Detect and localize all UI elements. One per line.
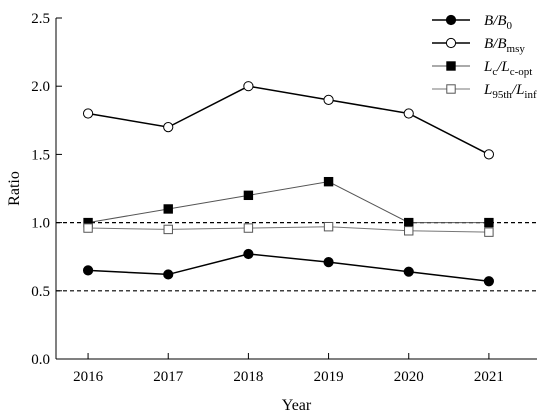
legend-label-b_b0: B/B0: [484, 13, 513, 32]
y-tick-label: 0.0: [31, 352, 50, 368]
data-point-l95_linf: [404, 226, 414, 236]
y-tick-label: 1.5: [31, 147, 50, 163]
x-tick-label: 2021: [474, 369, 504, 385]
legend-label-b_bmsy: B/Bmsy: [484, 36, 525, 55]
x-axis-title: Year: [282, 397, 312, 414]
y-tick-label: 2.0: [31, 79, 50, 95]
data-point-lc_lcopt: [323, 176, 334, 187]
series-line-b_bmsy: [87, 85, 490, 156]
data-point-lc_lcopt: [243, 190, 254, 201]
data-point-l95_linf: [163, 224, 173, 235]
legend: B/B0 B/Bmsy Lc/Lc-opt L95th/Linf: [432, 13, 537, 101]
data-point-l95_linf: [243, 223, 254, 233]
x-tick-label: 2018: [233, 369, 263, 385]
legend-marker-lc_lcopt: [446, 61, 456, 71]
data-point-b_bmsy: [323, 94, 334, 105]
x-tick-label: 2019: [314, 369, 344, 385]
legend-marker-l95_linf: [446, 84, 456, 94]
data-point-b_b0: [82, 265, 94, 276]
legend-marker-b_bmsy: [445, 37, 457, 49]
data-point-lc_lcopt: [163, 204, 173, 214]
series-line-b_b0: [88, 253, 489, 282]
legend-marker-b_b0: [445, 14, 457, 26]
plot-area: 0.0 0.5 1.0 1.5 2.0 2.5 2016 2017 2018 2019 2020 20…: [31, 11, 537, 385]
data-point-b_b0: [163, 269, 174, 280]
series-line-lc_lcopt: [87, 181, 489, 224]
data-point-b_bmsy: [243, 81, 254, 92]
data-point-b_bmsy: [163, 122, 174, 133]
data-point-lc_lcopt: [484, 217, 494, 228]
x-tick-label: 2016: [73, 369, 104, 385]
data-point-b_bmsy: [82, 108, 94, 119]
y-axis-title: Ratio: [6, 171, 23, 206]
y-tick-label: 2.5: [31, 11, 50, 27]
y-tick-label: 1.0: [31, 216, 50, 232]
data-point-l95_linf: [323, 221, 334, 232]
legend-label-l95_linf: L95th/Linf: [483, 82, 537, 101]
data-point-b_bmsy: [483, 149, 494, 160]
x-tick-label: 2017: [153, 369, 184, 385]
legend-label-lc_lcopt: Lc/Lc-opt: [483, 59, 532, 78]
data-point-b_b0: [243, 248, 254, 260]
data-point-b_b0: [403, 266, 414, 277]
data-point-lc_lcopt: [404, 217, 414, 228]
y-tick-label: 0.5: [31, 284, 50, 300]
series-line-l95_linf: [88, 226, 489, 233]
data-point-l95_linf: [484, 227, 494, 237]
data-point-b_b0: [323, 257, 334, 268]
data-point-b_bmsy: [403, 108, 414, 119]
data-point-l95_linf: [83, 223, 93, 233]
data-point-b_b0: [483, 276, 494, 287]
x-tick-label: 2020: [394, 369, 424, 385]
